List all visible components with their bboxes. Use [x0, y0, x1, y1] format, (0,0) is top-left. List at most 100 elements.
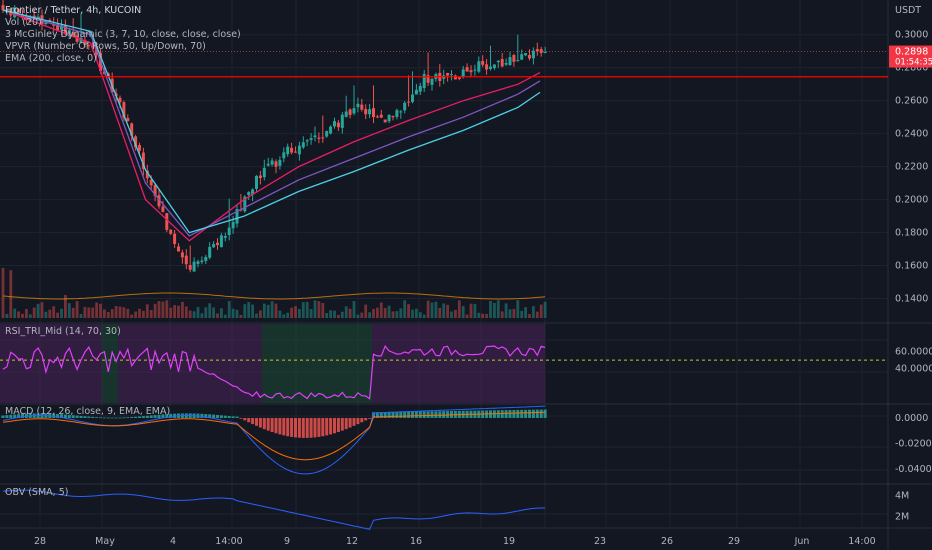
candle-body	[364, 108, 368, 115]
volume-bar	[415, 308, 418, 318]
macd-histogram-bar	[130, 417, 134, 418]
macd-histogram-bar	[134, 416, 138, 418]
macd-histogram-bar	[426, 411, 430, 418]
macd-histogram-bar	[200, 413, 204, 418]
volume-bar	[91, 307, 95, 318]
volume-bar	[333, 310, 336, 318]
candle-body	[368, 109, 372, 115]
volume-bar	[372, 308, 375, 318]
volume-bar	[438, 307, 442, 318]
macd-histogram-bar	[126, 417, 130, 419]
macd-histogram-bar	[223, 415, 227, 418]
volume-bar	[457, 300, 461, 318]
rsi-pane-label[interactable]: RSI_TRI_Mid (14, 70, 30)	[5, 326, 121, 337]
macd-histogram-bar	[262, 418, 266, 430]
volume-bar	[270, 301, 274, 318]
candle-body	[247, 192, 251, 196]
rsi-zone-fill	[372, 324, 545, 403]
macd-histogram-bar	[297, 418, 301, 438]
macd-histogram-bar	[535, 409, 539, 418]
volume-bar	[383, 307, 387, 318]
macd-histogram-bar	[543, 409, 547, 418]
macd-histogram-bar	[301, 418, 305, 438]
macd-histogram-bar	[56, 413, 60, 418]
candle-body	[520, 54, 524, 60]
volume-bar	[337, 314, 340, 318]
volume-bar	[36, 303, 40, 318]
volume-bar	[290, 307, 293, 318]
obv-tick-label: 4M	[895, 491, 909, 502]
obv-pane-label[interactable]: OBV (SMA, 5)	[5, 487, 69, 498]
volume-bars	[1, 267, 547, 318]
volume-bar	[313, 300, 317, 318]
volume-bar	[259, 310, 262, 318]
last-price-badge	[889, 45, 932, 68]
volume-bar	[130, 314, 134, 318]
macd-histogram-bar	[407, 411, 411, 418]
indicator-label-ema[interactable]: EMA (200, close, 0)	[5, 53, 97, 64]
volume-bar	[496, 300, 500, 318]
candle-body	[531, 50, 535, 59]
candle-body	[516, 60, 520, 62]
macd-histogram-bar	[434, 411, 438, 418]
candle-body	[309, 138, 313, 140]
volume-bar	[461, 306, 465, 318]
symbol-title[interactable]: Frontier / Tether, 4h, KUCOIN	[5, 5, 142, 16]
macd-pane-label[interactable]: MACD (12, 26, close, 9, EMA, EMA)	[5, 406, 171, 417]
indicator-label-vpvr[interactable]: VPVR (Number Of Rows, 50, Up/Down, 70)	[5, 41, 206, 52]
candle-body	[274, 161, 278, 167]
candle-body	[24, 15, 28, 20]
candle-body	[414, 89, 418, 95]
time-tick-label: May	[95, 536, 115, 547]
candle-body	[243, 196, 247, 212]
candle-body	[216, 242, 219, 246]
macd-histogram-bar	[430, 411, 434, 418]
macd-histogram-bar	[379, 412, 383, 418]
macd-histogram-bar	[372, 412, 375, 418]
macd-histogram-bar	[305, 418, 309, 438]
candle-body	[227, 227, 231, 236]
macd-histogram-bar	[438, 411, 442, 418]
candle-body	[270, 160, 274, 165]
candle-body	[313, 135, 317, 138]
candle-body	[336, 122, 340, 128]
volume-bar	[95, 302, 98, 318]
volume-bar	[309, 309, 313, 318]
candle-body	[473, 69, 477, 71]
candle-body	[407, 101, 411, 103]
indicator-label-mcginley[interactable]: 3 McGinley Dynamic (3, 7, 10, close, clo…	[5, 29, 241, 40]
volume-bar	[477, 312, 481, 318]
macd-histogram-bar	[21, 413, 24, 418]
volume-bar	[454, 309, 457, 318]
candle-body	[383, 119, 387, 123]
indicator-label-vol[interactable]: Vol (20)	[5, 17, 42, 28]
macd-histogram-bar	[5, 415, 9, 418]
candle-body	[461, 69, 465, 77]
macd-histogram-bar	[395, 411, 399, 418]
macd-histogram-bar	[75, 415, 79, 418]
time-tick-label: 16	[410, 536, 422, 547]
macd-histogram-bar	[418, 411, 422, 418]
time-tick-label: 4	[170, 536, 176, 547]
candle-body	[356, 103, 360, 108]
volume-bar	[317, 301, 321, 318]
macd-histogram-bar	[340, 418, 344, 431]
candle-body	[418, 85, 422, 92]
volume-bar	[376, 307, 379, 318]
volume-bar	[21, 313, 24, 318]
candle-body	[469, 70, 473, 73]
candle-body	[63, 24, 67, 35]
candle-body	[235, 209, 239, 224]
candle-body	[126, 117, 130, 122]
candle-body	[192, 261, 196, 272]
volume-bar	[67, 303, 71, 318]
volume-bar	[301, 302, 305, 318]
macd-histogram-bar	[122, 417, 126, 419]
macd-histogram-bar	[17, 414, 21, 418]
volume-bar	[473, 303, 477, 318]
macd-signal-line	[2, 411, 546, 461]
price-tick-label: 0.2000	[895, 195, 928, 206]
candle-body	[157, 195, 161, 207]
